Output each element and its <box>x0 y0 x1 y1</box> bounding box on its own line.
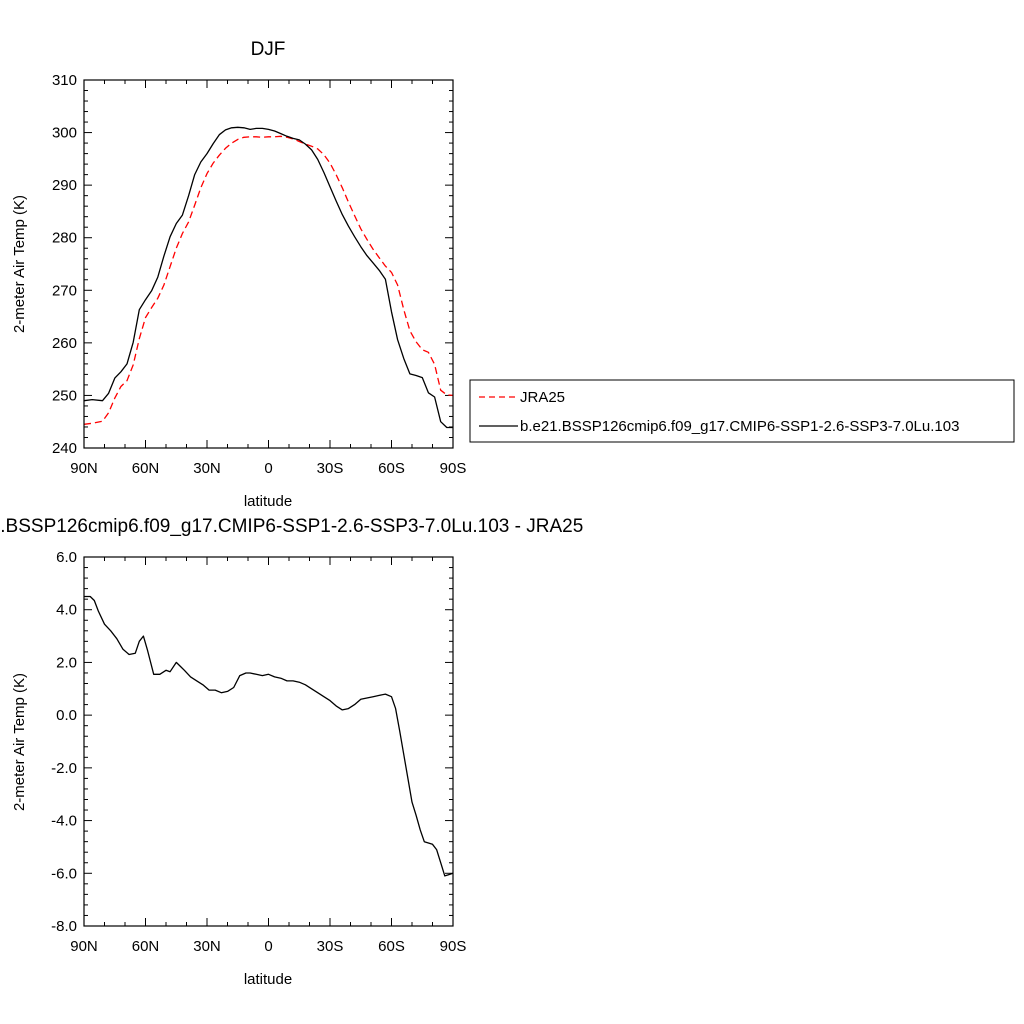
bottom-y-tick-label: -8.0 <box>51 918 77 935</box>
bottom-series-group <box>84 595 454 877</box>
panel-bottom: b.e21.BSSP126cmip6.f09_g17.CMIP6-SSP1-2.… <box>0 516 583 988</box>
top-x-tick-label: 90N <box>70 460 98 477</box>
top-y-tick-label: 300 <box>52 125 77 142</box>
bottom-x-axis-label: latitude <box>244 971 292 988</box>
bottom-x-tick-label: 60N <box>132 938 160 955</box>
bottom-x-tick-label: 0 <box>264 938 272 955</box>
panel-top: DJF latitude 2-meter Air Temp (K) 90N 60N… <box>11 39 466 510</box>
bottom-series-line-0 <box>84 595 454 877</box>
bottom-plot-frame <box>83 556 454 927</box>
bottom-y-tick-label: 6.0 <box>56 549 77 566</box>
top-x-tick-label: 90S <box>440 460 467 477</box>
top-y-tick-label: 270 <box>52 282 77 299</box>
top-x-tick-label: 0 <box>264 460 272 477</box>
top-chart-title: DJF <box>251 39 286 60</box>
top-plot-frame <box>83 79 454 449</box>
legend-box <box>469 379 1015 443</box>
bottom-y-tick-label: 2.0 <box>56 654 77 671</box>
bottom-ticks: 90N 60N 30N 0 30S 60S 90S -8.0 -6.0 -4.0 -2.0 0.0 2.… <box>51 549 466 955</box>
bottom-y-tick-label: 4.0 <box>56 602 77 619</box>
top-y-tick-label: 280 <box>52 230 77 247</box>
top-x-axis-label: latitude <box>244 493 292 510</box>
legend: JRA25 b.e21.BSSP126cmip6.f09_g17.CMIP6-S… <box>469 379 1015 443</box>
bottom-x-tick-label: 30N <box>193 938 221 955</box>
bottom-x-tick-label: 60S <box>378 938 405 955</box>
top-y-tick-label: 290 <box>52 177 77 194</box>
bottom-y-tick-label: 0.0 <box>56 707 77 724</box>
legend-label-model: b.e21.BSSP126cmip6.f09_g17.CMIP6-SSP1-2.… <box>520 418 959 435</box>
bottom-y-tick-label: -6.0 <box>51 865 77 882</box>
bottom-y-axis-label: 2-meter Air Temp (K) <box>11 673 28 811</box>
top-y-tick-label: 310 <box>52 72 77 89</box>
bottom-y-tick-label: -2.0 <box>51 760 77 777</box>
top-x-tick-label: 60N <box>132 460 160 477</box>
top-y-tick-label: 250 <box>52 387 77 404</box>
bottom-chart-title: b.e21.BSSP126cmip6.f09_g17.CMIP6-SSP1-2.… <box>0 516 583 537</box>
top-x-tick-label: 30N <box>193 460 221 477</box>
top-x-tick-label: 30S <box>317 460 344 477</box>
legend-label-jra25: JRA25 <box>520 389 565 406</box>
bottom-x-tick-label: 90S <box>440 938 467 955</box>
bottom-y-tick-label: -4.0 <box>51 813 77 830</box>
bottom-x-tick-label: 30S <box>317 938 344 955</box>
top-ticks: 90N 60N 30N 0 30S 60S 90S 240 250 260 270 280 290 300… <box>52 72 466 477</box>
top-x-tick-label: 60S <box>378 460 405 477</box>
top-y-tick-label: 260 <box>52 335 77 352</box>
top-y-tick-label: 240 <box>52 440 77 457</box>
top-y-axis-label: 2-meter Air Temp (K) <box>11 195 28 333</box>
top-series-line-1 <box>83 126 453 429</box>
top-series-group <box>83 126 454 429</box>
bottom-x-tick-label: 90N <box>70 938 98 955</box>
top-series-line-0 <box>83 135 454 425</box>
